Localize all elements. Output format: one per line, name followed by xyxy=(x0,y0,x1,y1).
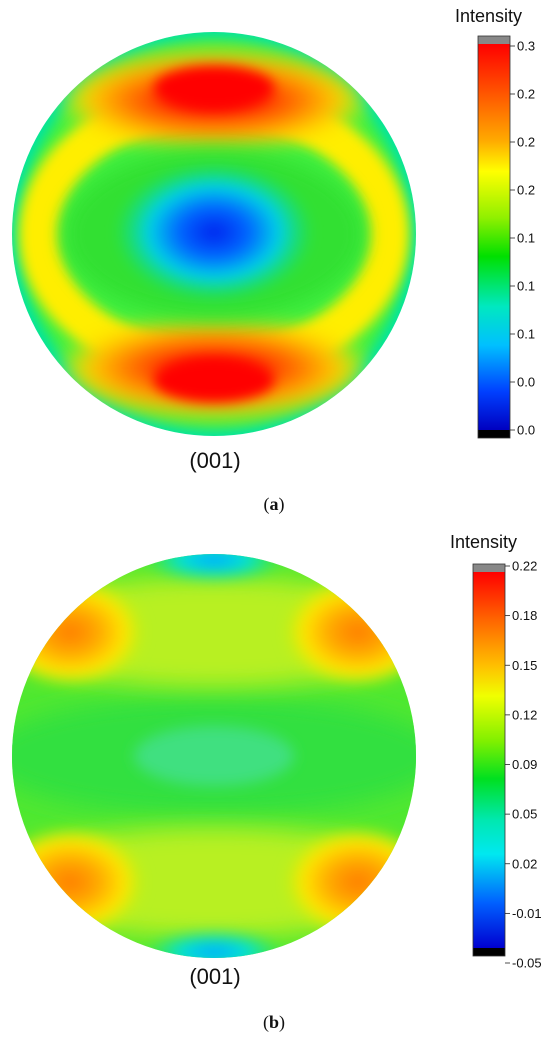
colorbar-gradient-a xyxy=(478,44,510,430)
panel-letter-a: a xyxy=(269,494,279,514)
colorbar-title-b: Intensity xyxy=(450,532,518,552)
colorbar-top-cap-a xyxy=(478,36,510,44)
colorbar-tick-label-b: 0.09 xyxy=(512,757,537,772)
colorbar-tick-label-b: 0.02 xyxy=(512,856,537,871)
colorbar-tick-label-b: 0.12 xyxy=(512,707,537,722)
colorbar-tick-label-a: 0.1 xyxy=(517,279,535,294)
colorbar-a: 0.3 0.2 0.2 0.2 0.1 0.1 0.1 0.0 0.0 xyxy=(477,35,535,439)
colorbar-tick-label-b: 0.22 xyxy=(512,559,537,574)
colorbar-bottom-cap-a xyxy=(478,430,510,438)
colorbar-tick-label-b: -0.05 xyxy=(512,956,542,971)
colorbar-tick-label-a: 0.3 xyxy=(517,39,535,54)
colorbar-gradient-b xyxy=(473,572,505,948)
panel-label-a: (a) xyxy=(263,494,285,514)
panel-a: Intensity 0.3 0.2 0.2 0.2 0.1 0.1 0.1 0.0 0.0 (0… xyxy=(12,6,535,514)
colorbar-tick-label-a: 0.2 xyxy=(517,183,535,198)
panel-label-b: (b) xyxy=(262,1012,285,1032)
pole-label-b: (001) xyxy=(189,964,241,989)
colorbar-tick-label-b: 0.05 xyxy=(512,807,537,822)
pole-label-a: (001) xyxy=(189,448,241,473)
pole-figure-b xyxy=(12,554,416,958)
colorbar-tick-label-a: 0.1 xyxy=(517,327,535,342)
colorbar-tick-label-a: 0.0 xyxy=(517,375,535,390)
colorbar-tick-label-a: 0.0 xyxy=(517,423,535,438)
colorbar-bottom-cap-b xyxy=(473,948,505,956)
colorbar-top-cap-b xyxy=(473,564,505,572)
colorbar-title-a: Intensity xyxy=(455,6,523,26)
panel-b: Intensity 0.22 0.18 0.15 0.12 0.09 0.05 0.02 -0… xyxy=(0,522,550,1044)
colorbar-tick-label-a: 0.2 xyxy=(517,87,535,102)
colorbar-b: 0.22 0.18 0.15 0.12 0.09 0.05 0.02 -0.01 -0.05 xyxy=(472,559,542,971)
colorbar-tick-label-b: 0.18 xyxy=(512,608,537,623)
colorbar-tick-label-b: 0.15 xyxy=(512,658,537,673)
colorbar-tick-label-a: 0.2 xyxy=(517,135,535,150)
colorbar-tick-label-b: -0.01 xyxy=(512,906,542,921)
colorbar-tick-label-a: 0.1 xyxy=(517,231,535,246)
panel-letter-b: b xyxy=(268,1012,279,1032)
pole-figure-a xyxy=(12,32,416,436)
